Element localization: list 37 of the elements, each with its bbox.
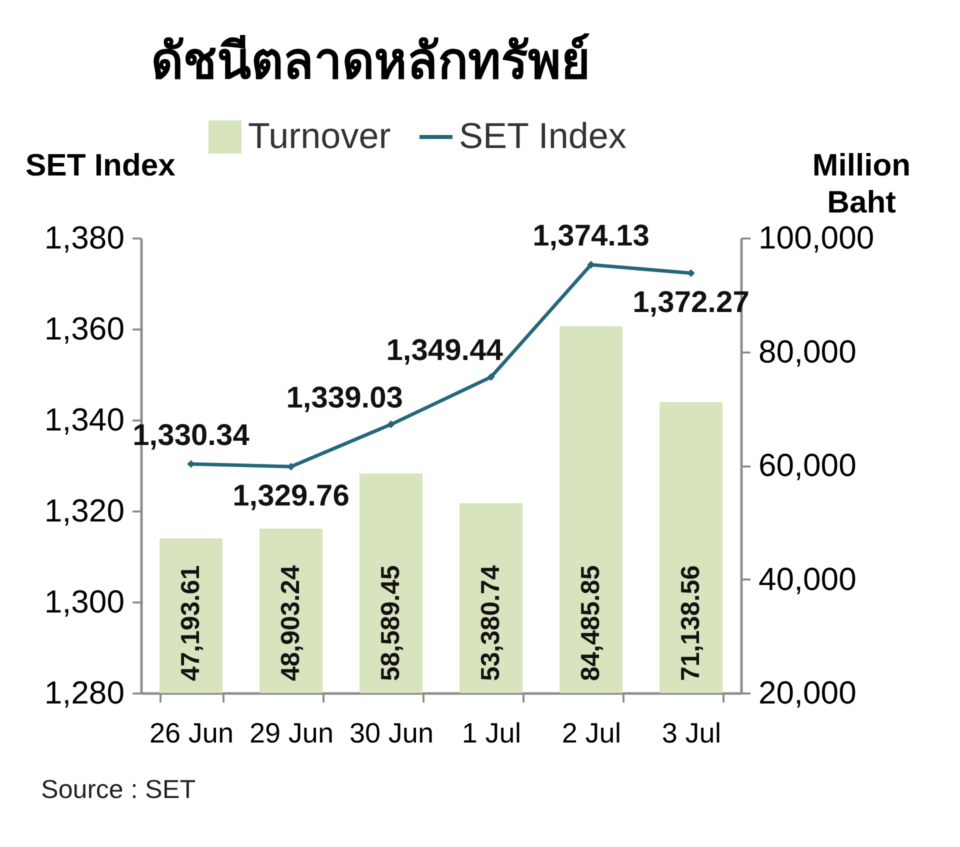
data-label: 1,339.03 [286,381,403,414]
y2-tick-label: 60,000 [758,447,856,483]
data-label: 1,349.44 [386,334,504,368]
y-tick-label: 1,300 [44,584,124,620]
y-tick-label: 1,380 [44,220,124,256]
point [387,420,395,428]
data-label: 71,138.56 [675,565,705,681]
y-tick-label: 1,280 [44,674,124,710]
data-label: 1,372.27 [632,286,750,320]
legend-label: SET Index [459,115,626,156]
x-tick-label: 26 Jun [149,718,234,748]
data-label: 48,903.24 [275,564,305,681]
data-label: 1,330.34 [132,418,250,452]
x-tick-label: 3 Jul [662,718,722,748]
y2-tick-label: 80,000 [758,333,856,370]
chart-title: ดัชนีตลาดหลักทรัพย์ [151,33,590,89]
point [487,373,495,381]
data-label: 53,380.74 [475,564,505,681]
data-label: 58,589.45 [375,565,405,681]
y-tick-label: 1,320 [44,492,124,528]
data-label: 1,329.76 [232,480,350,513]
source-note: Source : SET [41,774,196,804]
x-tick-label: 1 Jul [462,718,522,748]
y-tick-label: 1,340 [44,402,124,438]
y2-tick-label: 100,000 [758,220,874,256]
y2-tick-label: 20,000 [758,674,856,710]
x-tick-label: 29 Jun [249,718,334,748]
y2-tick-label: 40,000 [758,560,856,597]
y2-axis-title: Million Baht [812,148,911,220]
x-tick-label: 2 Jul [562,718,622,748]
data-label: 47,193.61 [175,565,205,681]
y-tick-label: 1,360 [44,310,124,346]
data-label: 1,374.13 [532,220,650,253]
y-axis-title: SET Index [26,148,176,182]
data-label: 84,485.85 [575,565,605,681]
legend-label: Turnover [248,115,391,156]
x-tick-label: 30 Jun [349,718,434,748]
